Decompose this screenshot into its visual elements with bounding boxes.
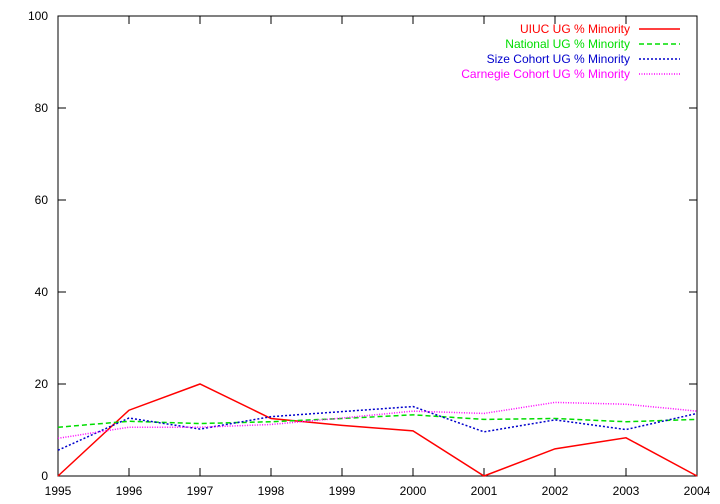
legend-label-1: UIUC UG % Minority — [520, 22, 630, 36]
x-tick-label: 1999 — [329, 484, 356, 498]
x-tick-label: 2000 — [400, 484, 427, 498]
x-tick-label: 2001 — [471, 484, 498, 498]
x-tick-label: 2004 — [684, 484, 711, 498]
legend-label-4: Carnegie Cohort UG % Minority — [461, 67, 630, 81]
series-line-2 — [57, 414, 698, 428]
x-tick-label: 1995 — [45, 484, 72, 498]
series-line-4 — [57, 401, 698, 440]
series-line-3 — [57, 405, 698, 451]
x-tick-label: 2003 — [613, 484, 640, 498]
legend-label-2: National UG % Minority — [505, 37, 630, 51]
y-tick-label: 20 — [35, 377, 49, 391]
y-axis: 0 20 40 60 80 100 — [28, 9, 697, 483]
y-tick-label: 100 — [28, 9, 48, 23]
x-axis: 1995 1996 1997 1998 1999 2000 2001 2002 2003 2004 — [45, 16, 711, 498]
series-line-1 — [57, 383, 698, 477]
series-group — [57, 383, 698, 477]
x-tick-label: 1997 — [187, 484, 214, 498]
y-tick-label: 60 — [35, 193, 49, 207]
legend-label-3: Size Cohort UG % Minority — [487, 52, 630, 66]
x-tick-label: 2002 — [542, 484, 569, 498]
plot-frame — [57, 15, 698, 477]
x-tick-label: 1998 — [258, 484, 285, 498]
x-tick-label: 1996 — [116, 484, 143, 498]
y-tick-label: 80 — [35, 101, 49, 115]
y-tick-label: 40 — [35, 285, 49, 299]
y-tick-label: 0 — [41, 469, 48, 483]
